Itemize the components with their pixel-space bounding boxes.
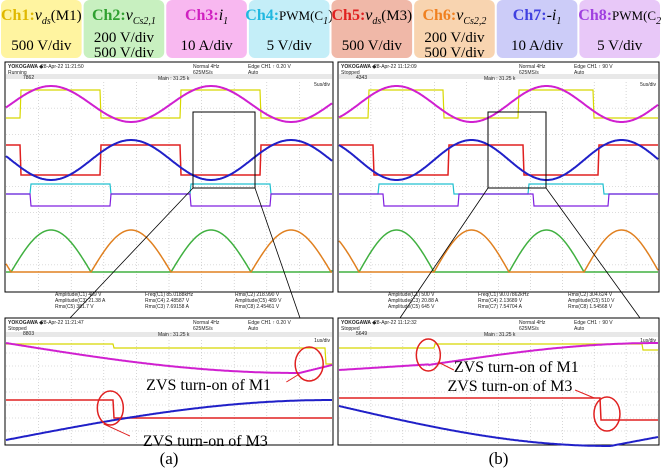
legend-scale: 500 V/div [11,38,72,54]
scope-header-text: 625MS/s [193,326,213,332]
scope-header-text: Main : 31.25 k [158,332,190,338]
figure: Ch1:vds(M1)500 V/divCh2:vCs2,1200 V/div5… [0,0,661,472]
scope-frame [338,62,659,292]
scope-header-text: 5649 [356,331,367,337]
channel-name: Ch8: [578,7,612,24]
page: { "legend": [ {"name": "Ch1:", "signal":… [0,0,661,472]
channel-sub: ds [42,16,51,27]
scope-header-text: 5us/div [640,82,656,88]
channel-signal: -i [547,7,557,24]
scope-header-text: Auto [574,70,585,76]
channel-suffix: (M3) [381,8,412,24]
channel-sub: Cs2,1 [133,16,156,27]
caption: (a) [160,449,179,468]
measurement: Rms(C7) 7.54704 A [478,304,523,310]
scope-header-text: 5us/div [314,82,330,88]
scope-frame [5,62,333,292]
scope-header-text: Auto [574,326,585,332]
scope-header-text: Auto [248,70,259,76]
scope-header-text: Auto [248,326,259,332]
annotation: ZVS turn-on of M1 [454,359,579,376]
scope-header-text: 28-Apr-22 11:21:47 [41,320,84,326]
channel-signal: PWM(C [612,8,656,23]
scope-header-text: 1us/div [314,338,330,344]
legend-scale: 200 V/div [94,30,155,46]
measurement: Rms(C3) 7.69158 A [145,304,190,310]
channel-sub: 1 [556,16,561,27]
scope-header-text: Main : 31.25 k [158,76,190,82]
annotation: ZVS turn-on of M3 [143,433,268,450]
channel-sub: 1 [223,16,228,27]
annotation: ZVS turn-on of M1 [146,377,271,394]
legend-scale: 500 V/div [342,38,403,54]
scope-header-text: 4343 [356,75,367,81]
measurement: Amplitude(C5) 645 V [388,304,435,310]
annotation: ZVS turn-on of M3 [447,378,572,395]
scope-header-text: 625MS/s [519,326,539,332]
scope-header-text: 625MS/s [519,70,539,76]
channel-name: Ch2: [92,7,126,24]
legend-scale: 500 V/div [424,45,485,61]
channel-name: Ch1: [1,7,35,24]
legend-scale: 10 A/div [511,38,564,54]
channel-name: Ch5: [332,7,366,24]
scope-header-text: Main : 31.25 k [484,76,516,82]
scope-header-text: 7862 [23,75,34,81]
scope-header-text: 625MS/s [193,70,213,76]
scope-header-text: Main : 31.25 k [484,332,516,338]
measurement: Rms(C8) 2.45461 V [235,304,280,310]
channel-suffix: (M1) [51,8,82,24]
channel-name: Ch4: [245,7,279,24]
legend-scale: 10 A/div [181,38,234,54]
scope-header-text: 8803 [23,331,34,337]
channel-sub: ds [372,16,381,27]
legend-scale: 500 V/div [94,45,155,61]
legend-scale: 5 V/div [267,38,313,54]
legend-scale: 5 V/div [597,38,643,54]
scope-header-text: 28-Apr-22 11:12:32 [374,320,417,326]
scope-header-text: 28-Apr-22 11:21:50 [41,64,84,70]
legend-scale: 200 V/div [424,30,485,46]
measurement: Rms(C5) 381.7 V [55,304,94,310]
channel-sub: Cs2,2 [463,16,486,27]
channel-name: Ch7: [513,7,547,24]
channel-name: Ch6: [422,7,456,24]
channel-name: Ch3: [185,7,219,24]
measurement: Rms(C8) 1.54568 V [568,304,613,310]
scope-header-text: 28-Apr-22 11:12:09 [374,64,417,70]
caption: (b) [489,449,509,468]
channel-signal: PWM(C [279,8,323,23]
channel-sub: 2 [656,16,661,27]
